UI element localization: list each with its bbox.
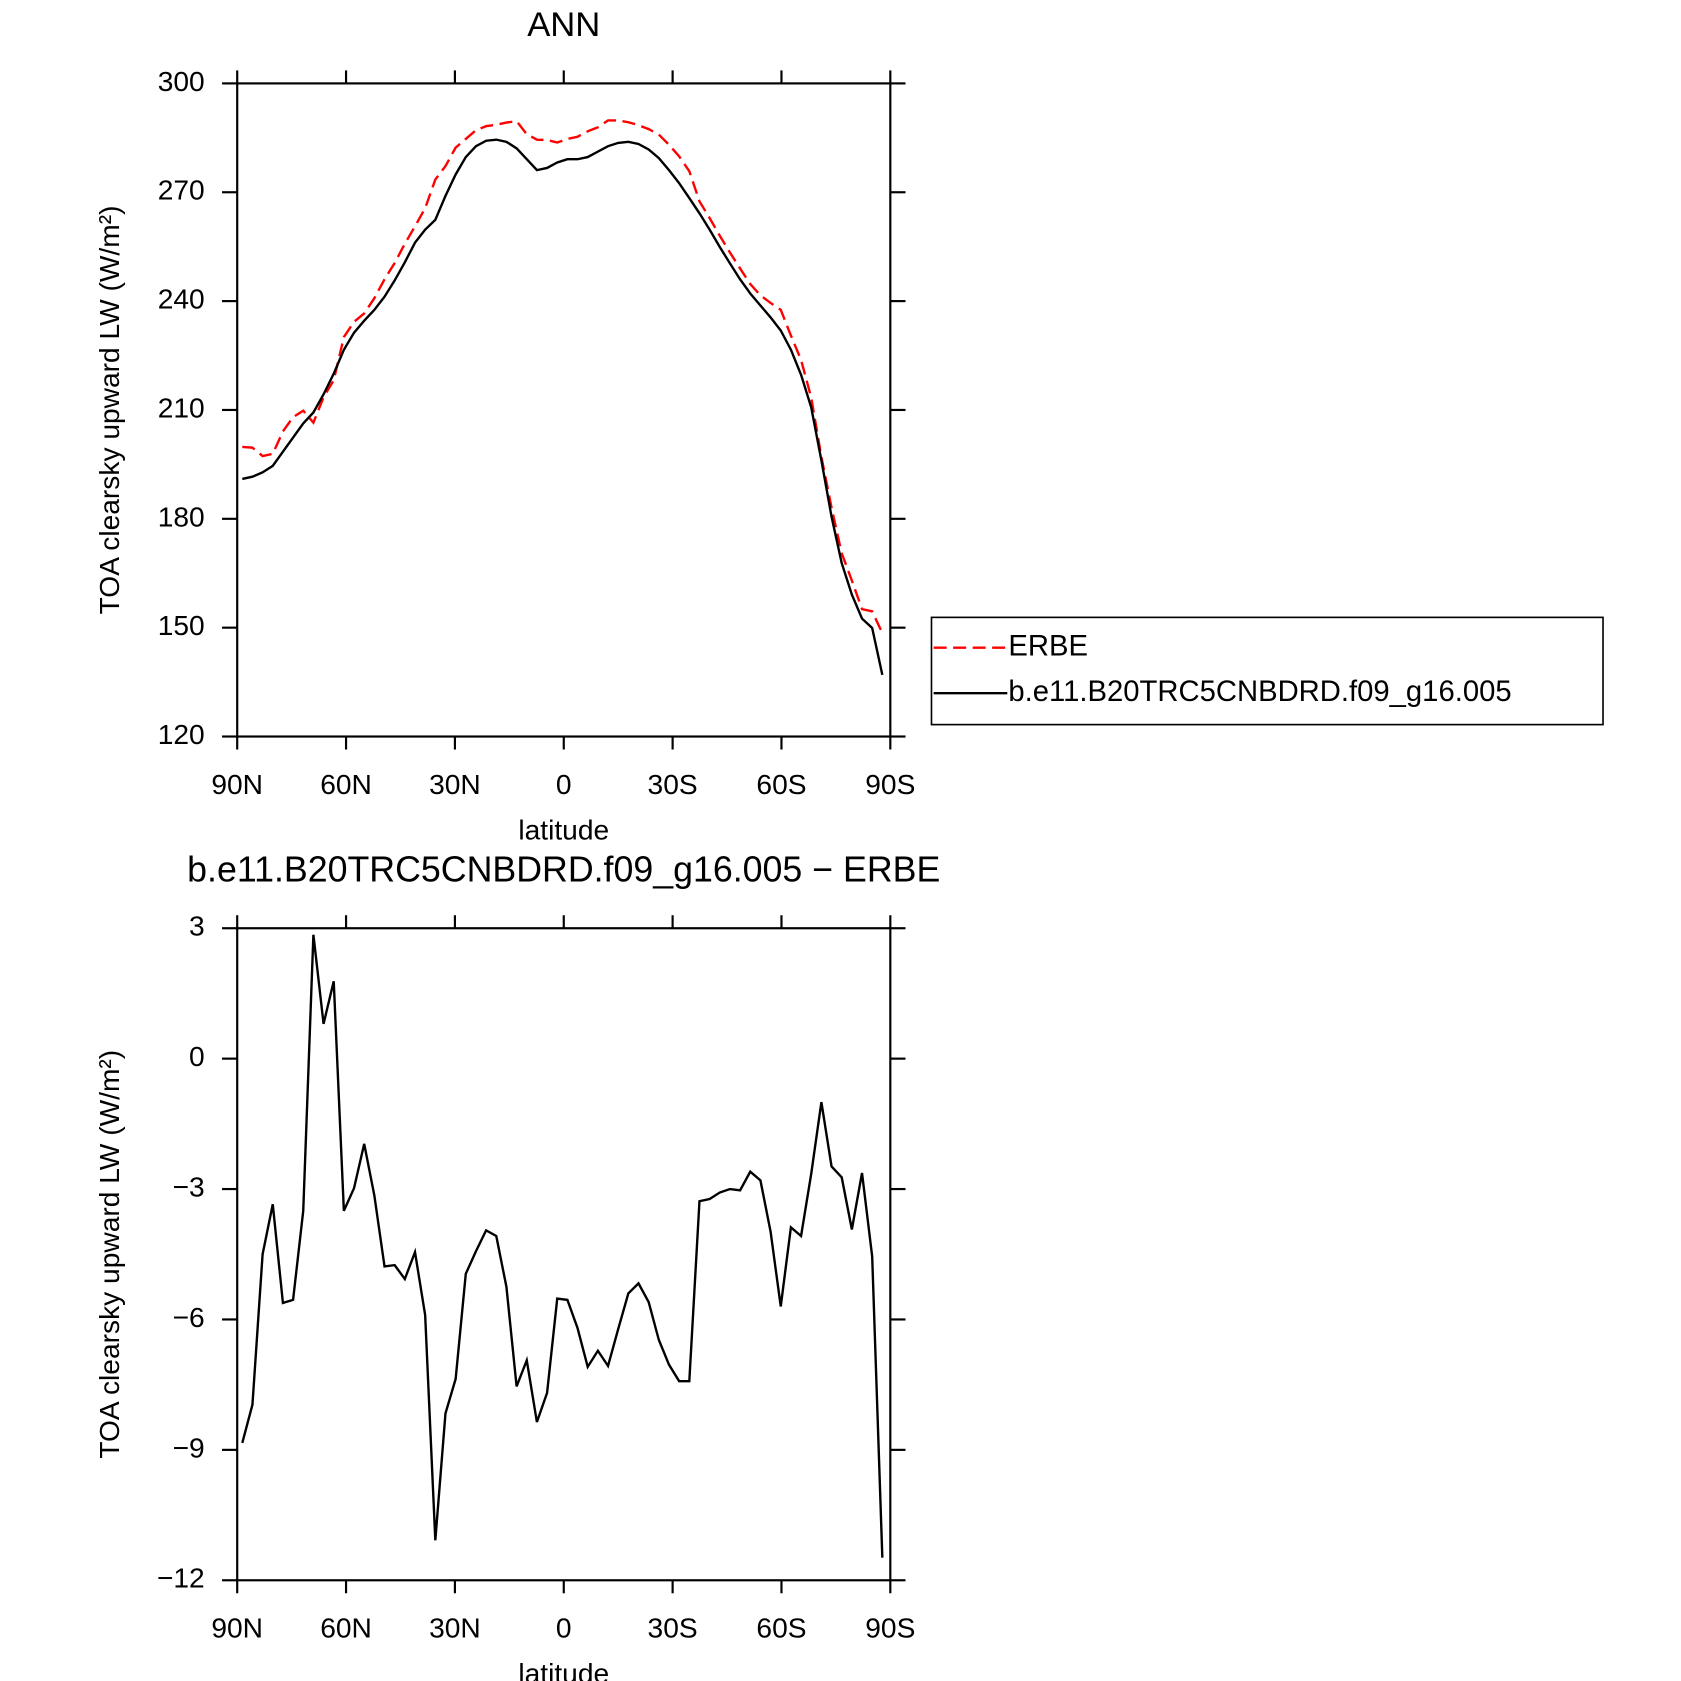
y-tick-label: 210 xyxy=(158,392,205,423)
x-tick-label: 0 xyxy=(556,1613,572,1644)
y-tick-label: 300 xyxy=(158,66,205,97)
plot-frame xyxy=(236,927,892,1582)
x-tick-label: 30N xyxy=(429,769,481,800)
x-tick-label: 90N xyxy=(211,1613,263,1644)
y-tick-label: −9 xyxy=(173,1432,205,1463)
x-tick-label: 60S xyxy=(756,769,806,800)
y-tick-label: 150 xyxy=(158,610,205,641)
x-axis-label: latitude xyxy=(518,1658,609,1681)
legend-label: ERBE xyxy=(1008,630,1088,662)
y-axis-label: TOA clearsky upward LW (W/m²) xyxy=(94,1050,125,1459)
legend-box xyxy=(930,616,1604,726)
y-tick-label: 270 xyxy=(158,175,205,206)
y-tick-label: 180 xyxy=(158,501,205,532)
x-tick-label: 30S xyxy=(648,769,698,800)
y-tick-label: 3 xyxy=(189,911,205,942)
y-tick-label: −6 xyxy=(173,1302,205,1333)
x-tick-label: 30S xyxy=(648,1613,698,1644)
chart-title: b.e11.B20TRC5CNBDRD.f09_g16.005 − ERBE xyxy=(187,849,940,889)
legend-label: b.e11.B20TRC5CNBDRD.f09_g16.005 xyxy=(1008,676,1511,708)
y-tick-label: 240 xyxy=(158,284,205,315)
y-tick-label: 0 xyxy=(189,1041,205,1072)
x-tick-label: 30N xyxy=(429,1613,481,1644)
x-tick-label: 90S xyxy=(865,1613,915,1644)
x-tick-label: 0 xyxy=(556,769,572,800)
y-tick-label: 120 xyxy=(158,719,205,750)
plot-frame xyxy=(236,82,892,738)
data-line xyxy=(242,138,884,676)
x-axis-label: latitude xyxy=(518,814,609,845)
x-tick-label: 60N xyxy=(320,1613,372,1644)
data-line xyxy=(241,934,884,1558)
x-tick-label: 60N xyxy=(320,769,372,800)
chart-title: ANN xyxy=(527,6,600,44)
x-tick-label: 60S xyxy=(756,1613,806,1644)
data-line xyxy=(242,119,884,634)
y-tick-label: −3 xyxy=(173,1171,205,1202)
x-tick-label: 90S xyxy=(865,769,915,800)
x-tick-label: 90N xyxy=(211,769,263,800)
y-axis-label: TOA clearsky upward LW (W/m²) xyxy=(94,206,125,615)
y-tick-label: −12 xyxy=(157,1563,205,1594)
